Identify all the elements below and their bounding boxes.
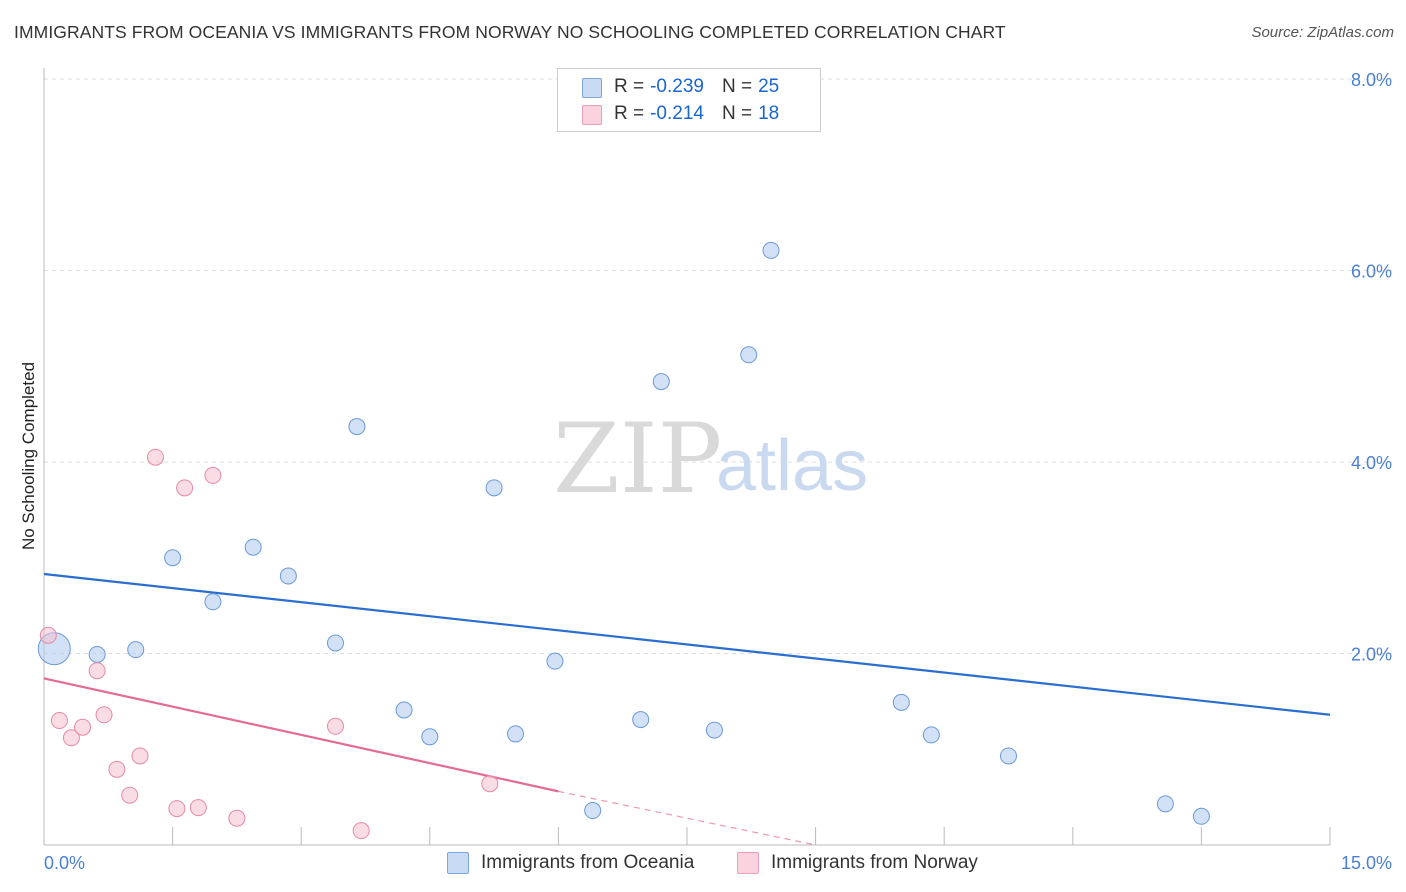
oceania-point (279, 567, 297, 585)
x-tick-label: 0.0% (44, 853, 85, 873)
legend-swatch-oceania (447, 852, 469, 874)
norway-point (481, 775, 499, 793)
norway-point (88, 662, 106, 680)
legend-item-oceania[interactable]: Immigrants from Oceania (447, 852, 694, 874)
watermark-zip: ZIP (553, 403, 722, 515)
oceania-point (546, 652, 564, 670)
oceania-point (1192, 807, 1210, 825)
norway-point (131, 747, 149, 765)
y-tick-label: 6.0% (1351, 262, 1392, 282)
trend-lines (43, 572, 1331, 846)
watermark: ZIP atlas (553, 403, 868, 515)
oceania-point (348, 418, 366, 436)
watermark-atlas: atlas (716, 426, 868, 506)
y-axis-label: No Schooling Completed (19, 362, 38, 550)
stats-n-label: N = (721, 76, 753, 97)
data-points (37, 241, 1210, 840)
chart-source: Source: ZipAtlas.com (1251, 24, 1394, 41)
norway-point (326, 717, 344, 735)
tick-labels: 2.0% 4.0% 6.0% 8.0% 0.0% 15.0% (44, 70, 1392, 873)
norway-point (168, 800, 186, 818)
oceania-point (705, 721, 723, 739)
oceania-point (632, 711, 650, 729)
oceania-point (922, 726, 940, 744)
stats-swatch-norway (582, 105, 602, 125)
legend-swatch-norway (737, 852, 759, 874)
stats-r-value: -0.214 (650, 103, 704, 124)
trend-line (43, 677, 559, 793)
axes (43, 68, 1331, 846)
oceania-point (421, 728, 439, 746)
norway-point (228, 809, 246, 827)
norway-point (189, 799, 207, 817)
legend-label-norway: Immigrants from Norway (771, 852, 978, 873)
oceania-point (395, 701, 413, 719)
norway-point (95, 706, 113, 724)
y-tick-label: 8.0% (1351, 70, 1392, 90)
norway-point (74, 718, 92, 736)
norway-point (39, 626, 57, 644)
stats-r-label: R = (614, 103, 645, 124)
stats-n-value: 25 (758, 76, 780, 97)
norway-point (204, 466, 222, 484)
oceania-point (762, 241, 780, 259)
oceania-point (1000, 747, 1017, 765)
trend-line (43, 572, 1331, 716)
y-tick-label: 4.0% (1351, 453, 1392, 473)
oceania-point (244, 538, 262, 556)
norway-point (146, 448, 164, 466)
chart-legend: Immigrants from Oceania Immigrants from … (0, 852, 1406, 880)
stats-r-value: -0.239 (650, 76, 704, 97)
norway-point (352, 822, 370, 840)
grid-lines (44, 78, 1392, 654)
norway-point (121, 786, 139, 804)
norway-point (62, 729, 80, 747)
stats-n-label: N = (721, 103, 753, 124)
oceania-point (652, 373, 670, 391)
oceania-point (88, 645, 106, 663)
y-tick-label: 2.0% (1351, 645, 1392, 665)
stats-r-label: R = (614, 76, 645, 97)
stats-box: R = -0.239 N = 25 R = -0.214 N = 18 (557, 68, 821, 132)
oceania-point (507, 725, 525, 743)
legend-item-norway[interactable]: Immigrants from Norway (737, 852, 978, 874)
stats-n-value: 18 (758, 103, 780, 124)
oceania-point (892, 693, 910, 711)
norway-point (176, 479, 194, 497)
oceania-point (485, 479, 503, 497)
oceania-point (584, 802, 602, 820)
oceania-point (164, 549, 182, 567)
norway-point (50, 712, 68, 730)
stats-swatch-oceania (582, 78, 602, 98)
oceania-point (1156, 795, 1174, 813)
chart-title: IMMIGRANTS FROM OCEANIA VS IMMIGRANTS FR… (14, 22, 1006, 42)
oceania-point (326, 634, 344, 652)
stats-row-norway: R = -0.214 N = 18 (582, 102, 779, 126)
oceania-point (204, 593, 222, 611)
oceania-point (740, 346, 758, 364)
oceania-point (127, 641, 145, 659)
norway-point (108, 760, 126, 778)
legend-label-oceania: Immigrants from Oceania (481, 852, 695, 873)
stats-row-oceania: R = -0.239 N = 25 (582, 75, 779, 99)
x-tick-label: 15.0% (1341, 853, 1392, 873)
